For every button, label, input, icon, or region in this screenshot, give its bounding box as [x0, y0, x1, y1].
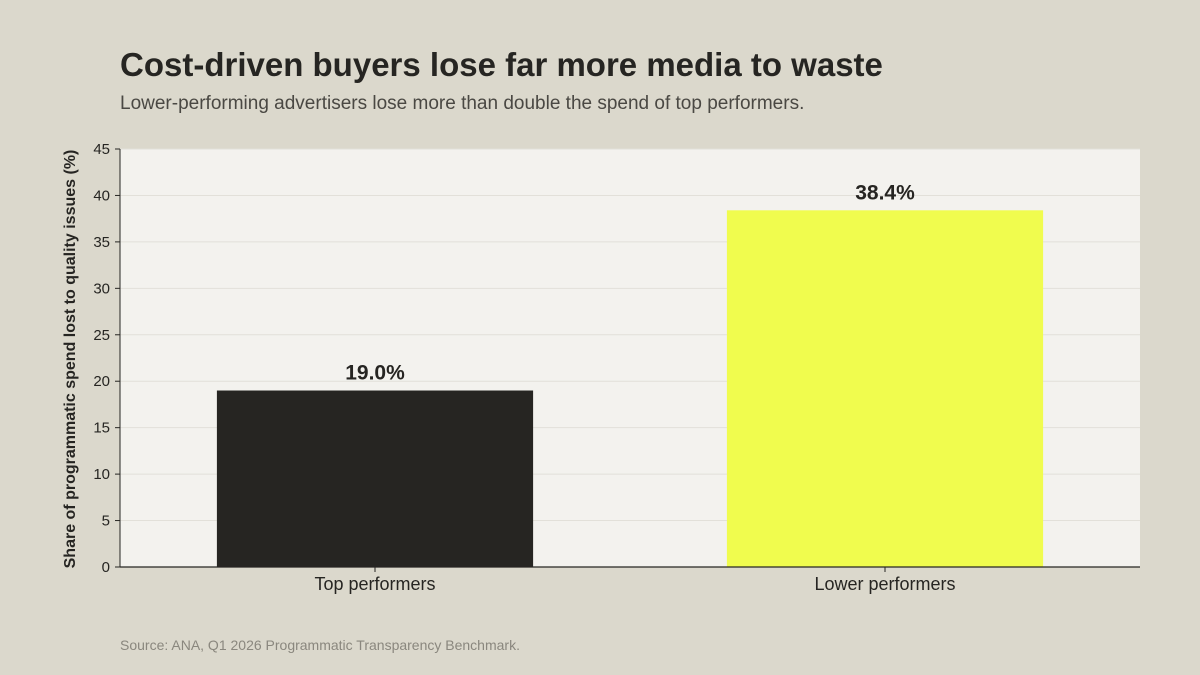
source-note: Source: ANA, Q1 2026 Programmatic Transp… — [120, 637, 520, 653]
y-tick-label: 5 — [102, 513, 110, 530]
y-tick-label: 20 — [93, 373, 110, 390]
y-tick-label: 25 — [93, 327, 110, 344]
y-tick-label: 35 — [93, 234, 110, 251]
y-tick-label: 40 — [93, 187, 110, 204]
y-tick-label: 45 — [93, 141, 110, 158]
chart-title: Cost-driven buyers lose far more media t… — [120, 46, 883, 83]
data-labels: 19.0% 38.4% — [345, 181, 915, 384]
bar-top-performers — [216, 390, 534, 567]
y-tick-label: 0 — [102, 559, 110, 576]
bar-value-label: 38.4% — [855, 181, 915, 204]
bar-lower-performers — [726, 210, 1044, 567]
axes: 0 5 10 15 20 25 30 35 40 45 Top performers Lower pe… — [93, 141, 1140, 594]
y-tick-label: 30 — [93, 280, 110, 297]
y-tick-label: 10 — [93, 466, 110, 483]
x-tick-label: Top performers — [314, 574, 435, 594]
bars — [216, 210, 1044, 567]
chart-subtitle: Lower-performing advertisers lose more t… — [120, 93, 805, 114]
x-tick-label: Lower performers — [814, 574, 955, 594]
bar-value-label: 19.0% — [345, 362, 405, 385]
y-axis-label: Share of programmatic spend lost to qual… — [62, 150, 79, 569]
y-tick-label: 15 — [93, 420, 110, 437]
